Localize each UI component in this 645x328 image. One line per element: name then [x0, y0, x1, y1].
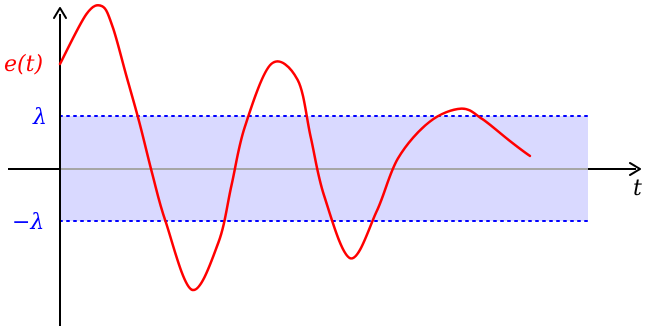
time-axis-arrowhead: [629, 162, 641, 176]
vertical-axis-arrowhead: [53, 7, 67, 19]
lower-threshold-label: −λ: [12, 210, 44, 235]
upper-threshold-label: λ: [32, 105, 47, 130]
signal-curve: [58, 3, 532, 292]
time-axis-label: t: [633, 176, 642, 201]
signal-label: e(t): [4, 52, 43, 77]
